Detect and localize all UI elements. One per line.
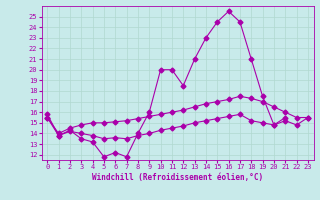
X-axis label: Windchill (Refroidissement éolien,°C): Windchill (Refroidissement éolien,°C) [92, 173, 263, 182]
